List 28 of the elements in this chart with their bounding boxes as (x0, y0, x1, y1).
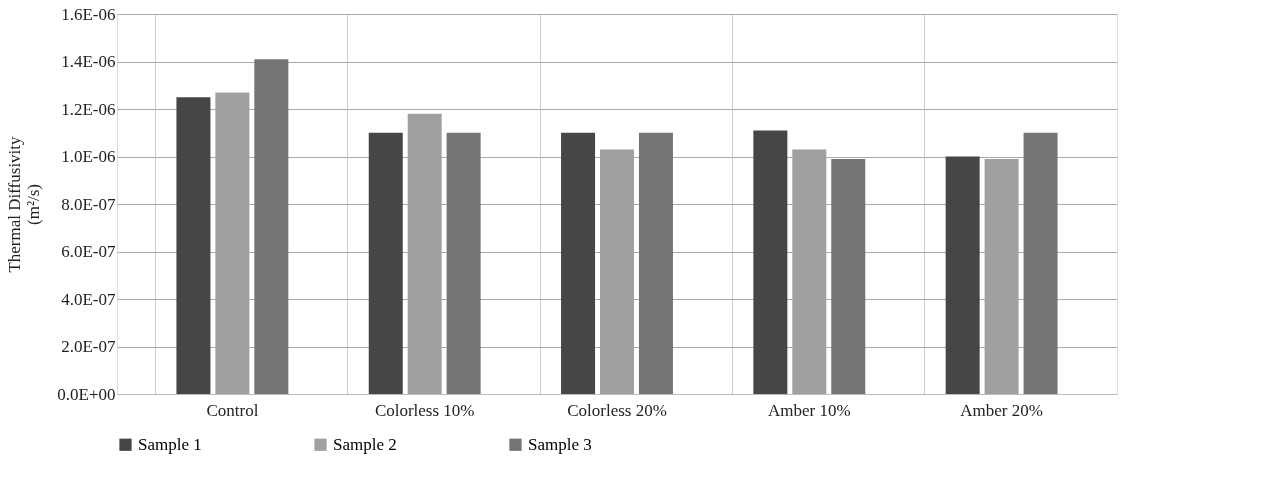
bar (446, 132, 481, 394)
y-tick-label: 1.2E-06 (61, 99, 116, 119)
bar (638, 132, 673, 394)
y-tick-label: 1.4E-06 (61, 52, 116, 71)
bar (368, 132, 403, 394)
bar (176, 97, 211, 394)
bar (945, 156, 980, 394)
x-tick-label: Amber 20% (960, 400, 1043, 420)
y-tick-label: 0.0E+00 (57, 384, 116, 404)
y-tick-label: 4.0E-07 (61, 289, 116, 309)
bar (254, 59, 289, 394)
x-tick-label: Colorless 10% (374, 400, 475, 420)
bar (831, 158, 866, 394)
legend-label: Sample 3 (528, 434, 592, 454)
legend-label: Sample 1 (138, 434, 202, 454)
bar (1023, 132, 1058, 394)
bar (753, 130, 788, 394)
y-tick-label: 1.6E-06 (61, 4, 116, 24)
y-tick-label: 6.0E-07 (61, 242, 116, 261)
y-axis-title: Thermal Diffusivity (m²/s) (5, 135, 44, 273)
y-tick-label: 1.0E-06 (61, 147, 116, 166)
y-tick-label: 2.0E-07 (61, 337, 116, 356)
legend-label: Sample 2 (333, 434, 397, 454)
bar (561, 132, 596, 394)
x-tick-label: Amber 10% (768, 400, 851, 420)
x-tick-label: Control (206, 400, 259, 420)
x-tick-label: Colorless 20% (567, 400, 667, 420)
y-tick-label: 8.0E-07 (61, 194, 116, 214)
